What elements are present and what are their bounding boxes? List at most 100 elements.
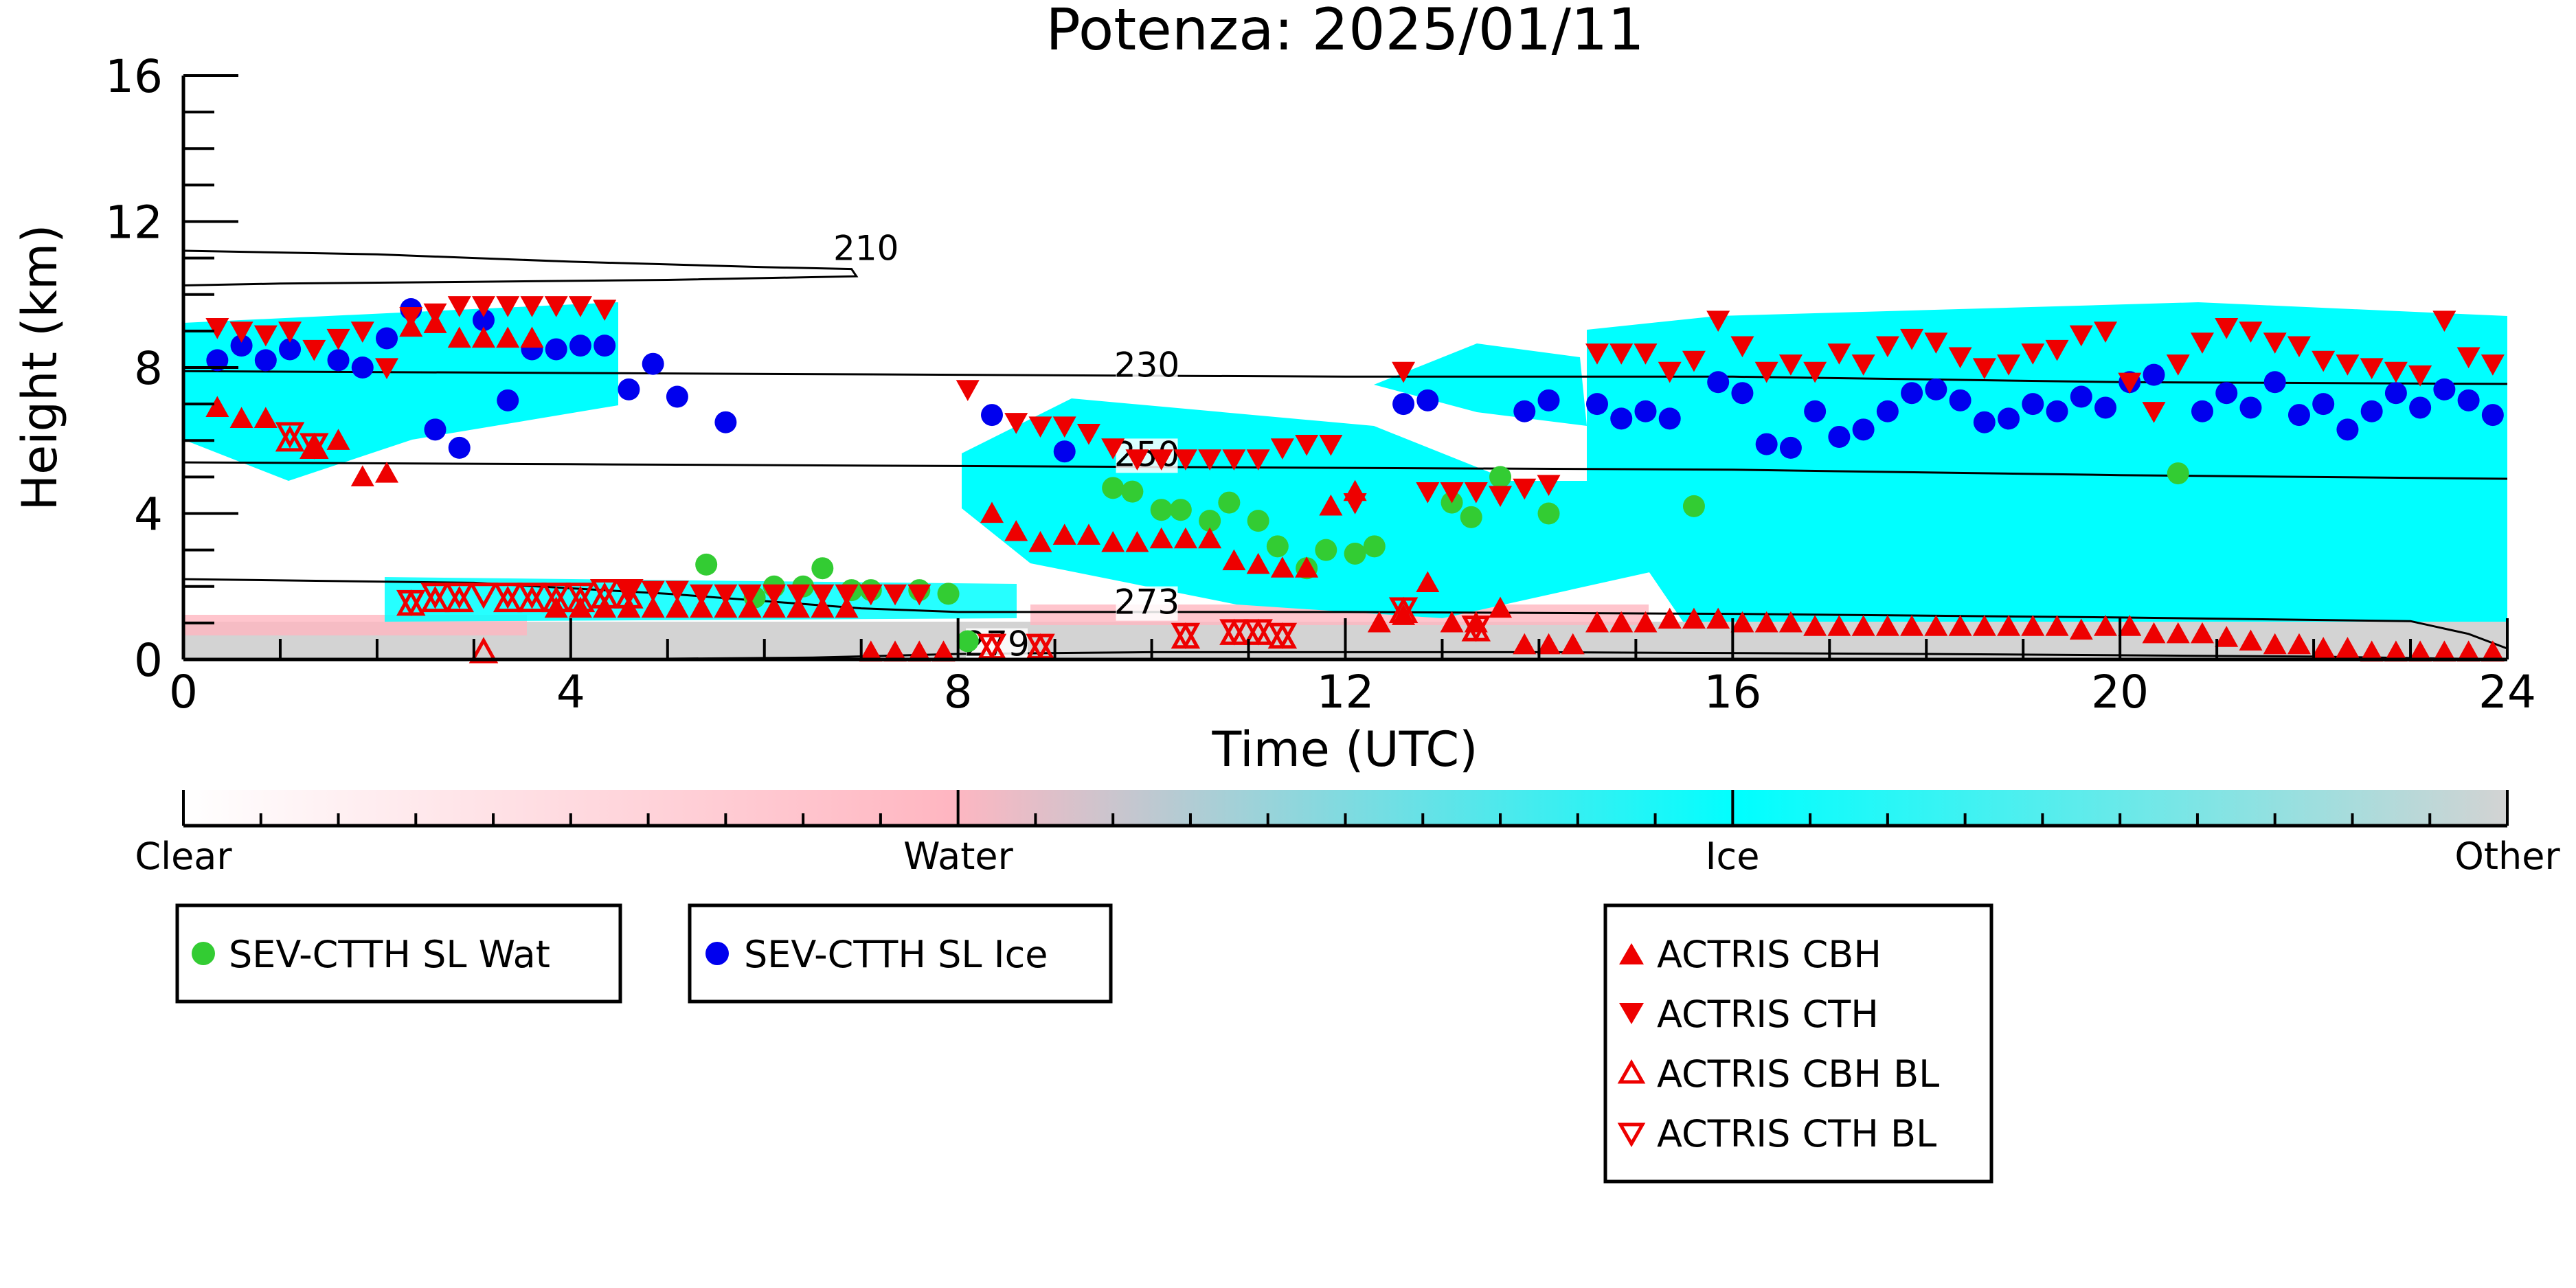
actris-cbh-bl-point xyxy=(565,585,596,613)
actris-cth-bl-point xyxy=(300,433,329,460)
actris-cbh-point xyxy=(762,596,786,618)
actris-cth-point xyxy=(2336,354,2360,376)
actris-cbh-point xyxy=(350,465,374,486)
sev-ctth-sl-ice-point xyxy=(206,349,229,372)
actris-cbh-point xyxy=(1295,556,1319,578)
actris-cth-point xyxy=(229,321,253,343)
actris-cbh-point xyxy=(229,407,253,428)
actris-cth-point xyxy=(762,584,786,606)
actris-cbh-point xyxy=(811,596,835,618)
sev-ctth-sl-ice-point xyxy=(618,378,640,400)
actris-cbh-point xyxy=(1609,611,1634,633)
actris-cth-point xyxy=(205,317,229,339)
contour-label: 210 xyxy=(833,228,899,268)
x-axis-label: Time (UTC) xyxy=(1212,721,1478,778)
actris-cth-bl-point xyxy=(468,583,499,609)
actris-cth-point xyxy=(1706,310,1730,332)
sev-ctth-sl-ice-point xyxy=(2457,389,2480,411)
actris-cbh-point xyxy=(1052,523,1076,545)
mask-ice-main xyxy=(1587,302,2507,622)
actris-cth-point xyxy=(2069,325,2093,347)
actris-cbh-point xyxy=(859,640,883,662)
actris-cth-point xyxy=(1948,347,1972,369)
contour-label-bg xyxy=(1116,349,1178,384)
sev-ctth-sl-wat-point xyxy=(2167,462,2189,485)
actris-cbh-point xyxy=(2287,633,2311,655)
sev-ctth-sl-ice-point xyxy=(1634,400,1657,422)
colorbar-label-clear: Clear xyxy=(135,835,232,878)
x-tick-label: 8 xyxy=(944,666,973,719)
x-tick-label: 12 xyxy=(1317,666,1375,719)
actris-cbh-point xyxy=(665,596,689,618)
contour-label: 273 xyxy=(1114,583,1179,622)
sev-ctth-sl-wat-point xyxy=(1199,510,1221,532)
sev-ctth-sl-ice-point xyxy=(666,385,688,408)
actris-cbh-point xyxy=(690,596,714,618)
actris-cbh-point xyxy=(883,640,907,662)
actris-cth-point xyxy=(253,325,278,347)
actris-cth-point xyxy=(1246,449,1270,471)
actris-cbh-point xyxy=(447,326,471,348)
actris-cbh-point xyxy=(738,596,762,618)
sev-ctth-sl-ice-point xyxy=(1779,436,1802,459)
y-tick-label: 8 xyxy=(134,342,163,395)
actris-cth-bl-point xyxy=(420,583,450,609)
actris-cbh-point xyxy=(2118,615,2142,636)
actris-cbh-point xyxy=(980,501,1004,523)
actris-cth-bl-point xyxy=(1461,615,1491,642)
contour-label-bg xyxy=(1116,586,1178,621)
actris-cth-point xyxy=(2239,321,2263,343)
sev-ctth-sl-ice-point xyxy=(1925,378,1947,400)
actris-cbh-point xyxy=(1270,556,1294,578)
actris-cbh-bl-point xyxy=(444,585,474,613)
actris-cth-point xyxy=(544,296,568,317)
legend-ice-label: SEV-CTTH SL Ice xyxy=(744,933,1048,976)
actris-cbh-point xyxy=(787,596,811,618)
actris-cbh-point xyxy=(1997,615,2021,636)
actris-cbh-point xyxy=(931,640,956,662)
actris-cbh-point xyxy=(2360,640,2384,662)
actris-cbh-bl-point xyxy=(493,585,523,613)
actris-cth-point xyxy=(2263,332,2287,354)
sev-ctth-sl-ice-point xyxy=(2046,400,2068,422)
sev-ctth-sl-ice-point xyxy=(472,308,495,331)
actris-cth-point xyxy=(2190,332,2214,354)
actris-cth-point xyxy=(2408,365,2432,387)
actris-cth-bl-point xyxy=(565,583,596,609)
actris-cth-bl-point xyxy=(517,583,547,609)
actris-cbh-bl-point xyxy=(517,585,547,613)
legend-wat-frame xyxy=(175,903,622,1004)
sev-ctth-sl-ice-point xyxy=(2263,371,2286,394)
actris-cth-point xyxy=(2118,372,2142,394)
actris-cth-point xyxy=(883,584,907,606)
legend-cth-marker xyxy=(1619,1003,1644,1024)
actris-cth-point xyxy=(302,339,326,361)
contour-label-bg xyxy=(835,232,897,267)
actris-cbh-point xyxy=(2045,615,2069,636)
sev-ctth-sl-wat-point xyxy=(1537,502,1560,525)
sev-ctth-sl-ice-point xyxy=(1392,393,1415,416)
actris-cth-point xyxy=(1827,343,1851,365)
actris-cth-point xyxy=(593,300,617,321)
actris-cth-point xyxy=(714,584,738,606)
actris-cbh-point xyxy=(2166,622,2190,644)
sev-ctth-sl-ice-point xyxy=(1876,400,1899,422)
sev-ctth-sl-ice-point xyxy=(1731,382,1754,405)
actris-cbh-point xyxy=(2190,622,2214,644)
actris-cbh-point xyxy=(1319,494,1343,516)
actris-cth-point xyxy=(1754,361,1778,383)
actris-cth-point xyxy=(956,380,980,401)
x-tick-label: 0 xyxy=(169,666,198,719)
actris-cth-point xyxy=(2142,402,2166,423)
sev-ctth-sl-ice-point xyxy=(714,411,737,433)
actris-cbh-point xyxy=(302,436,326,457)
actris-cth-point xyxy=(1222,449,1246,471)
sev-ctth-sl-wat-point xyxy=(1363,535,1386,558)
sev-ctth-sl-ice-point xyxy=(2022,393,2044,416)
actris-cbh-bl-point xyxy=(541,585,571,613)
actris-cbh-point xyxy=(1513,633,1537,655)
actris-cth-point xyxy=(2456,347,2481,369)
actris-cth-point xyxy=(2215,317,2239,339)
actris-cbh-point xyxy=(1222,549,1246,571)
legend-ice-marker xyxy=(705,942,729,965)
